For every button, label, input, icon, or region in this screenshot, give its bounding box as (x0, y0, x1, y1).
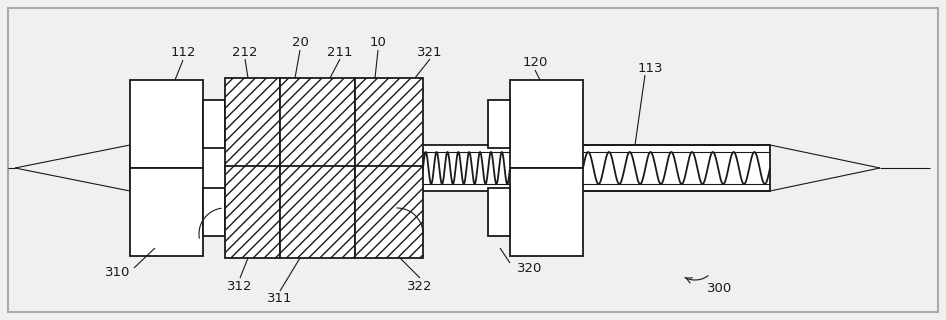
Text: 112: 112 (170, 46, 196, 60)
Bar (355, 78, 423, 170)
Bar (130, 80, 203, 168)
Text: 320: 320 (517, 261, 543, 275)
Text: 10: 10 (370, 36, 386, 50)
Text: 113: 113 (638, 61, 663, 75)
Text: 212: 212 (233, 46, 257, 60)
Text: 211: 211 (327, 46, 353, 60)
Text: 120: 120 (522, 57, 548, 69)
Bar (355, 166, 423, 258)
Bar (280, 166, 355, 258)
Text: 321: 321 (417, 46, 443, 60)
Text: 20: 20 (291, 36, 308, 50)
Bar (510, 168, 583, 256)
Text: 300: 300 (708, 282, 732, 294)
Bar (130, 145, 770, 191)
Bar (280, 78, 355, 170)
Text: 312: 312 (227, 279, 253, 292)
Bar (130, 168, 203, 256)
Bar (510, 80, 583, 168)
Text: 322: 322 (407, 279, 432, 292)
Bar (488, 188, 510, 236)
Bar (203, 100, 225, 148)
Text: 311: 311 (268, 292, 292, 305)
Bar (225, 166, 280, 258)
Bar (488, 100, 510, 148)
Bar (225, 78, 280, 170)
Text: 310: 310 (105, 267, 131, 279)
Bar (203, 188, 225, 236)
